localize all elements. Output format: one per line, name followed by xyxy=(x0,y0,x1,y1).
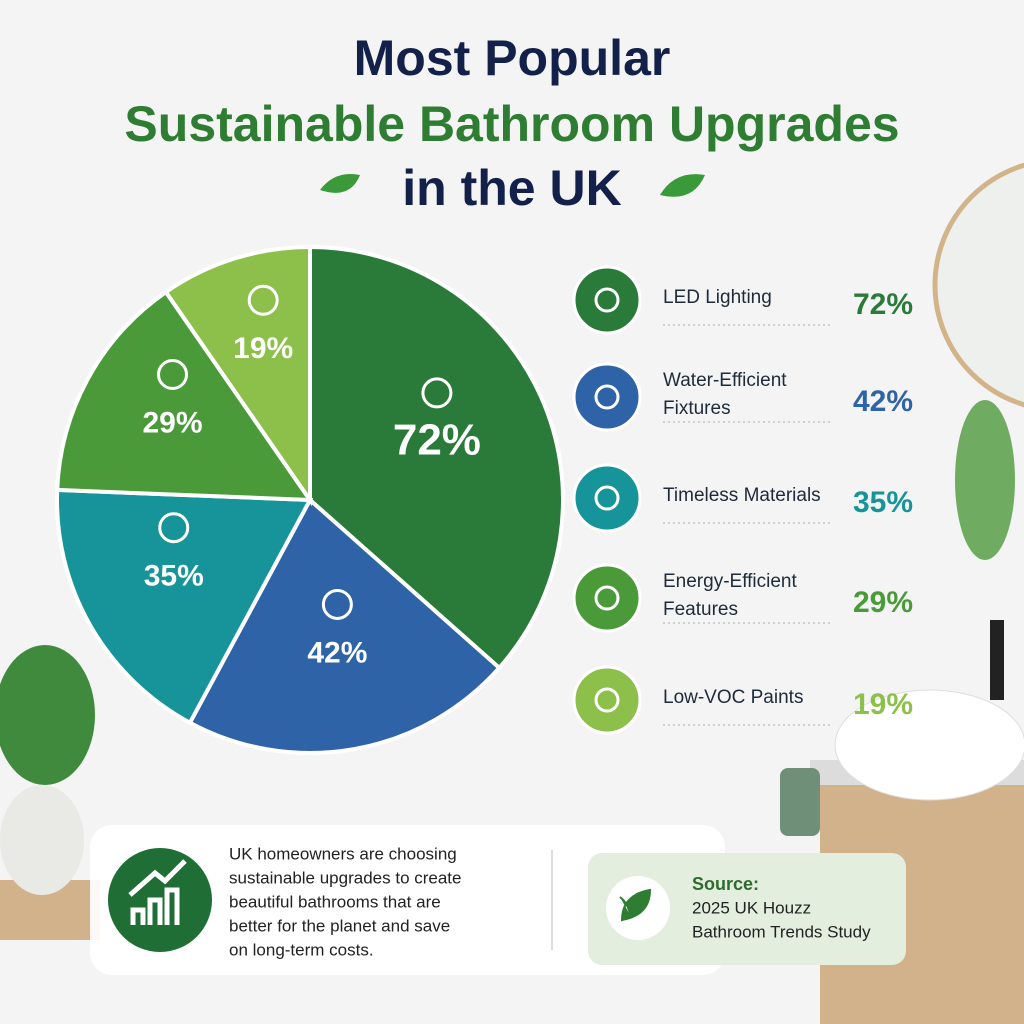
slice-icon xyxy=(157,358,189,390)
legend-value: 35% xyxy=(853,486,913,519)
leaf-icon xyxy=(619,888,652,922)
growth-icon xyxy=(128,859,187,925)
sink xyxy=(834,689,1024,801)
legend-icon-glyph xyxy=(594,485,620,511)
legend-label: Low-VOC Paints xyxy=(663,687,804,708)
pie: 72% 42% 35% 29% 19% xyxy=(55,244,565,755)
plant-pot xyxy=(0,785,84,895)
slice-icon xyxy=(247,284,279,316)
pie-slice xyxy=(187,496,503,755)
slice-icon xyxy=(321,588,353,620)
legend-value: 42% xyxy=(853,385,913,418)
leaf-icon xyxy=(320,174,360,193)
pie-slice xyxy=(55,487,314,726)
legend-icon xyxy=(572,563,642,633)
slice-label: 19% xyxy=(233,332,293,365)
legend-value: 19% xyxy=(853,688,913,721)
title-line: Most Popular xyxy=(354,30,671,86)
legend-label: LED Lighting xyxy=(663,287,772,308)
note-line: on long-term costs. xyxy=(229,940,374,959)
slice-icon xyxy=(158,512,190,544)
legend-value: 29% xyxy=(853,586,913,619)
note-line: UK homeowners are choosing xyxy=(229,844,457,863)
legend-label: Water-Efficient Fixtures xyxy=(663,370,787,419)
tap xyxy=(990,620,1004,700)
note-line: beautiful bathrooms that are xyxy=(229,892,441,911)
note-box xyxy=(90,825,725,975)
source-box xyxy=(588,853,906,965)
source-line: Bathroom Trends Study xyxy=(692,922,871,941)
pie-slice xyxy=(55,289,314,503)
note-line: sustainable upgrades to create xyxy=(229,868,462,887)
leaf-icon xyxy=(660,174,705,197)
plant xyxy=(0,645,95,785)
mirror xyxy=(932,162,1024,408)
plant-branch xyxy=(955,400,1015,560)
legend-icon-glyph xyxy=(594,585,620,611)
legend-label: Timeless Materials xyxy=(663,485,821,506)
legend-icon xyxy=(572,362,642,432)
title-line: Sustainable Bathroom Upgrades xyxy=(124,96,899,152)
legend-icon-glyph xyxy=(594,687,620,713)
legend-icon xyxy=(572,463,642,533)
pie-slice xyxy=(308,244,565,671)
source-line: 2025 UK Houzz xyxy=(692,898,811,917)
title-line: in the UK xyxy=(402,160,621,216)
slice-label: 42% xyxy=(307,636,367,669)
legend-label: Energy-Efficient Features xyxy=(663,571,797,620)
legend: 72% 42% 35% 29% 19% xyxy=(572,265,913,735)
source-line: Source: xyxy=(692,874,759,894)
soap-bottle xyxy=(780,768,820,836)
legend-icon-glyph xyxy=(594,384,620,410)
slice-label: 35% xyxy=(144,560,204,593)
legend-icon-glyph xyxy=(594,287,620,313)
legend-value: 72% xyxy=(853,288,913,321)
slice-label: 72% xyxy=(393,416,481,465)
note-line: better for the planet and save xyxy=(229,916,450,935)
legend-icon xyxy=(572,265,642,335)
slice-label: 29% xyxy=(142,406,202,439)
slice-icon xyxy=(421,377,453,409)
legend-icon xyxy=(572,665,642,735)
